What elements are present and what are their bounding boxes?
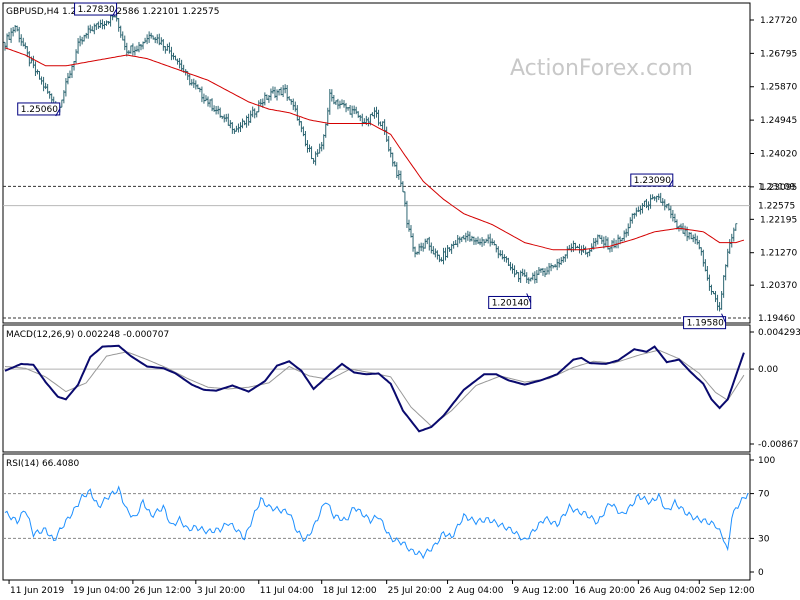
macd-line — [4, 344, 745, 433]
macd-lines — [3, 344, 750, 433]
macd-tick-label: -0.00867 — [758, 440, 798, 450]
price-annotation-connector — [668, 179, 674, 188]
rsi-lines — [3, 485, 750, 560]
x-tick-label: 16 Aug 20:00 — [574, 586, 635, 596]
price-level-label-bg — [752, 180, 798, 193]
x-tick-label: 2 Aug 04:00 — [449, 586, 504, 596]
x-tick-label: 18 Jul 12:00 — [323, 586, 377, 596]
price-annotations: 1.27830 1.25060 1.20140 1.23090 1.19580 — [17, 2, 727, 330]
macd-signal-line — [4, 349, 745, 427]
watermark: ActionForex.com — [510, 56, 693, 81]
price-tick-label: 1.26795 — [760, 49, 797, 59]
x-tick-label: 11 Jun 2019 — [10, 586, 64, 596]
price-level-label: 1.22575 — [758, 202, 795, 212]
price-annotation-connector — [55, 108, 61, 117]
price-level-label: 1.19460 — [758, 314, 795, 324]
rsi-tick-label: 0 — [758, 568, 764, 578]
x-tick-label: 19 Jun 04:00 — [73, 586, 130, 596]
price-level-label-bg — [752, 312, 798, 324]
moving-average-path — [4, 47, 745, 251]
price-level-label-bg — [752, 199, 798, 212]
price-tick-label: 1.24020 — [760, 149, 797, 159]
rsi-tick-label: 100 — [758, 456, 775, 466]
moving-average-line — [4, 47, 745, 251]
price-annotation-connector — [112, 8, 117, 17]
price-annotation-label: 1.23090 — [634, 176, 671, 186]
price-level-lines: 1.23109 1.19460 1.22575 — [3, 180, 798, 324]
rsi-line — [4, 485, 749, 560]
price-tick-label: 1.22195 — [760, 215, 797, 225]
price-annotation-label: 1.27830 — [78, 5, 115, 15]
macd-y-axis: 0.004293 0.00 -0.00867 — [750, 328, 800, 450]
price-annotation-box — [17, 102, 61, 116]
price-tick-label: 1.25870 — [760, 83, 797, 93]
x-tick-label: 26 Jun 12:00 — [134, 586, 191, 596]
price-tick-label: 1.24945 — [760, 116, 797, 126]
price-tick-label: 1.27720 — [760, 16, 797, 26]
price-bars — [3, 11, 738, 312]
price-annotation-label: 1.20140 — [492, 298, 529, 308]
price-level-label: 1.23109 — [758, 182, 795, 192]
rsi-tick-label: 70 — [758, 490, 770, 500]
price-annotation-label: 1.25060 — [21, 105, 58, 115]
x-tick-label: 2 Sep 12:00 — [700, 586, 755, 596]
price-y-axis: 1.27720 1.26795 1.25870 1.24945 1.24020 1.230… — [750, 16, 797, 291]
price-pane-frame — [2, 2, 751, 324]
macd-pane-frame — [2, 324, 751, 453]
price-annotation-connector — [721, 313, 727, 323]
price-tick-label: 1.23095 — [760, 183, 797, 193]
rsi-pane-title: RSI(14) 66.4080 — [6, 459, 79, 469]
x-axis: 11 Jun 2019 19 Jun 04:00 26 Jun 12:00 3 Jul… — [8, 580, 755, 596]
x-tick-label: 9 Aug 12:00 — [514, 586, 569, 596]
macd-tick-label: 0.004293 — [758, 328, 800, 338]
price-tick-label: 1.20370 — [760, 281, 797, 291]
x-tick-label: 25 Jul 20:00 — [388, 586, 442, 596]
x-tick-label: 11 Jul 04:00 — [260, 586, 314, 596]
price-annotation-connector — [526, 293, 532, 303]
price-annotation-label: 1.19580 — [687, 319, 724, 329]
x-tick-label: 3 Jul 20:00 — [197, 586, 246, 596]
x-tick-label: 26 Aug 04:00 — [639, 586, 700, 596]
rsi-pane-frame — [2, 453, 751, 581]
rsi-y-axis: 100 70 30 0 — [750, 456, 775, 578]
rsi-tick-label: 30 — [758, 534, 770, 544]
macd-tick-label: 0.00 — [758, 365, 778, 375]
macd-pane-title: MACD(12,26,9) 0.002248 -0.000707 — [6, 330, 169, 340]
price-tick-label: 1.21270 — [760, 249, 797, 259]
